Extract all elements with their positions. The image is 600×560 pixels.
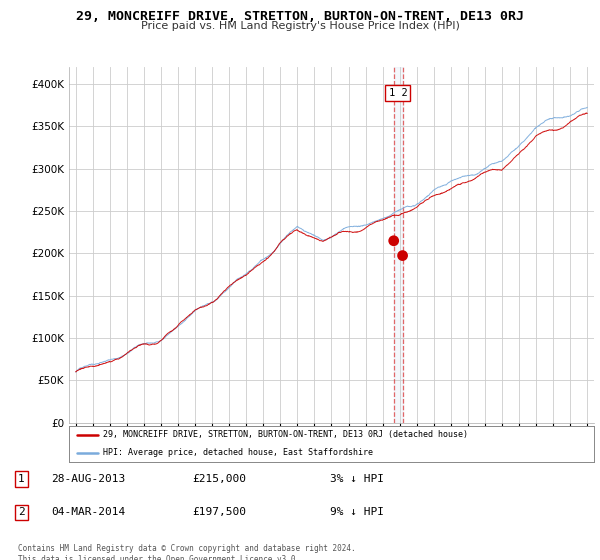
Bar	[394, 67, 403, 423]
Text: Contains HM Land Registry data © Crown copyright and database right 2024.
This d: Contains HM Land Registry data © Crown c…	[18, 544, 356, 560]
Text: £215,000: £215,000	[192, 474, 246, 484]
Text: 3% ↓ HPI: 3% ↓ HPI	[330, 474, 384, 484]
Text: 1 2: 1 2	[389, 88, 407, 99]
Point	[389, 236, 398, 245]
Text: £197,500: £197,500	[192, 507, 246, 517]
Text: 9% ↓ HPI: 9% ↓ HPI	[330, 507, 384, 517]
Text: Price paid vs. HM Land Registry's House Price Index (HPI): Price paid vs. HM Land Registry's House …	[140, 21, 460, 31]
Text: 04-MAR-2014: 04-MAR-2014	[51, 507, 125, 517]
Text: HPI: Average price, detached house, East Staffordshire: HPI: Average price, detached house, East…	[103, 449, 373, 458]
Text: 29, MONCREIFF DRIVE, STRETTON, BURTON-ON-TRENT, DE13 0RJ: 29, MONCREIFF DRIVE, STRETTON, BURTON-ON…	[76, 10, 524, 23]
Text: 1: 1	[18, 474, 25, 484]
Point	[398, 251, 407, 260]
Text: 2: 2	[18, 507, 25, 517]
Text: 29, MONCREIFF DRIVE, STRETTON, BURTON-ON-TRENT, DE13 0RJ (detached house): 29, MONCREIFF DRIVE, STRETTON, BURTON-ON…	[103, 430, 468, 439]
Text: 28-AUG-2013: 28-AUG-2013	[51, 474, 125, 484]
